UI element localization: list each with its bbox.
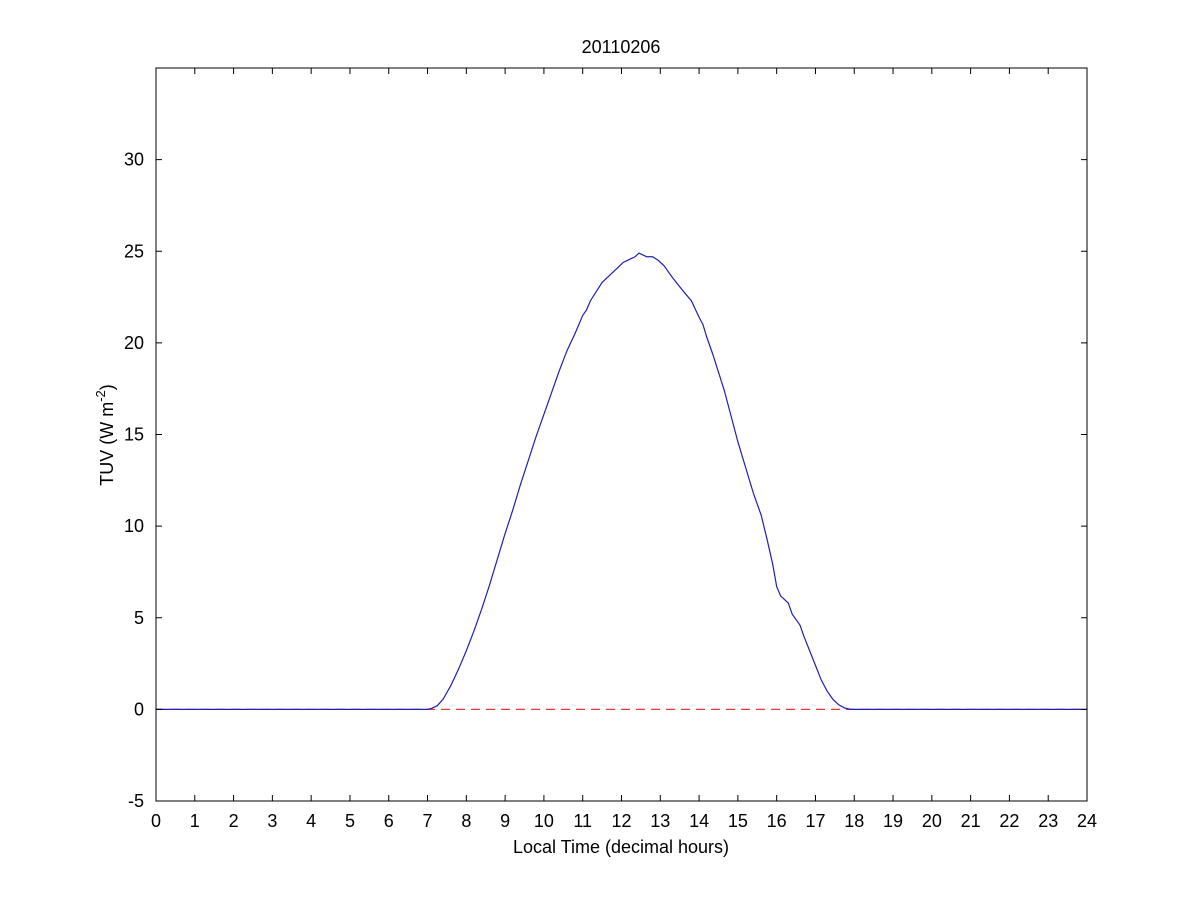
x-tick-label: 11 bbox=[573, 811, 592, 831]
chart-title: 20110206 bbox=[582, 37, 661, 57]
x-tick-label: 15 bbox=[728, 811, 748, 831]
x-tick-label: 24 bbox=[1077, 811, 1097, 831]
plot-area bbox=[156, 68, 1087, 801]
x-tick-label: 21 bbox=[961, 811, 981, 831]
x-tick-label: 13 bbox=[650, 811, 670, 831]
x-tick-label: 10 bbox=[534, 811, 554, 831]
y-tick-label: 25 bbox=[124, 241, 144, 261]
x-tick-label: 3 bbox=[267, 811, 277, 831]
series-layer bbox=[156, 252, 1087, 710]
x-tick-label: 22 bbox=[999, 811, 1019, 831]
x-tick-label: 7 bbox=[423, 811, 433, 831]
x-tick-label: 18 bbox=[844, 811, 864, 831]
x-tick-label: 0 bbox=[151, 811, 161, 831]
x-tick-label: 1 bbox=[190, 811, 200, 831]
x-tick-label: 4 bbox=[306, 811, 316, 831]
x-tick-label: 20 bbox=[922, 811, 942, 831]
y-axis-label: TUV (W m-2) bbox=[93, 384, 117, 486]
y-tick-label: 5 bbox=[134, 608, 144, 628]
y-axis-ticks: -5 0 5 10 15 20 25 30 bbox=[124, 150, 1087, 811]
x-tick-label: 23 bbox=[1038, 811, 1058, 831]
y-tick-label: 15 bbox=[124, 425, 144, 445]
y-tick-label: -5 bbox=[128, 791, 144, 811]
x-tick-label: 5 bbox=[345, 811, 355, 831]
y-tick-label: 0 bbox=[134, 699, 144, 719]
x-tick-label: 6 bbox=[384, 811, 394, 831]
y-axis-label-close: ) bbox=[97, 384, 117, 390]
x-tick-label: 19 bbox=[883, 811, 903, 831]
x-axis-ticks: 0 1 2 3 4 5 6 7 8 9 10 11 12 13 14 15 16 17 18 19 20 21 22 23 24 bbox=[151, 68, 1097, 831]
y-axis-label-superscript: -2 bbox=[93, 390, 108, 402]
y-tick-label: 30 bbox=[124, 150, 144, 170]
x-tick-label: 8 bbox=[461, 811, 471, 831]
x-tick-label: 2 bbox=[229, 811, 239, 831]
x-tick-label: 12 bbox=[611, 811, 631, 831]
x-tick-label: 16 bbox=[767, 811, 787, 831]
y-tick-label: 20 bbox=[124, 333, 144, 353]
x-tick-label: 17 bbox=[805, 811, 825, 831]
x-tick-label: 9 bbox=[500, 811, 510, 831]
x-axis-label: Local Time (decimal hours) bbox=[513, 837, 729, 857]
y-tick-label: 10 bbox=[124, 516, 144, 536]
tuv-series-line bbox=[156, 252, 1087, 710]
x-tick-label: 14 bbox=[689, 811, 709, 831]
y-axis-label-main: TUV (W m bbox=[97, 402, 117, 486]
